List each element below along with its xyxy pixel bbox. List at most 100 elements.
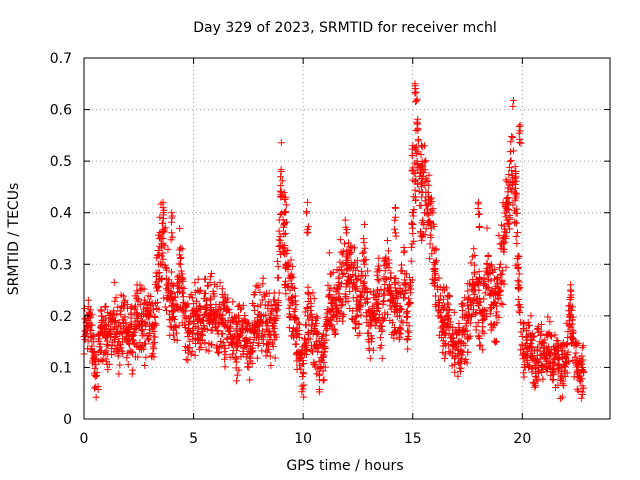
data-point: [362, 256, 370, 264]
data-point: [513, 240, 521, 248]
data-point: [511, 195, 519, 203]
data-point: [369, 346, 377, 354]
data-point: [178, 319, 186, 327]
data-point: [549, 375, 557, 383]
data-point: [405, 322, 413, 330]
data-point: [102, 347, 110, 355]
data-point: [418, 143, 426, 151]
data-point: [353, 283, 361, 291]
data-point: [159, 209, 167, 217]
data-point: [512, 219, 520, 227]
data-point: [296, 320, 304, 328]
data-point: [375, 310, 383, 318]
data-point: [300, 370, 308, 378]
data-point: [531, 383, 539, 391]
data-point: [168, 229, 176, 237]
data-point: [371, 322, 379, 330]
data-point: [313, 314, 321, 322]
data-point: [549, 376, 557, 384]
data-point: [511, 174, 519, 182]
data-point: [512, 189, 520, 197]
data-point: [437, 292, 445, 300]
data-point: [382, 276, 390, 284]
data-point: [497, 279, 505, 287]
data-point: [146, 310, 154, 318]
data-point: [300, 381, 308, 389]
data-point: [302, 339, 310, 347]
data-point: [445, 305, 453, 313]
data-point: [155, 305, 163, 313]
data-point: [125, 335, 133, 343]
data-point: [454, 359, 462, 367]
data-point: [111, 317, 119, 325]
data-point: [418, 183, 426, 191]
data-point: [284, 265, 292, 273]
data-point: [171, 323, 179, 331]
data-point: [408, 219, 416, 227]
data-point: [90, 333, 98, 341]
data-point: [111, 297, 119, 305]
data-point: [102, 355, 110, 363]
data-point: [567, 333, 575, 341]
data-point: [154, 298, 162, 306]
data-point: [274, 306, 282, 314]
data-point: [180, 285, 188, 293]
data-point: [523, 332, 531, 340]
data-point: [296, 361, 304, 369]
data-point: [284, 283, 292, 291]
data-point: [172, 322, 180, 330]
data-point: [278, 177, 286, 185]
data-point: [384, 310, 392, 318]
data-point: [346, 287, 354, 295]
x-tick-label: 10: [294, 431, 312, 447]
data-point: [498, 270, 506, 278]
data-point: [194, 275, 202, 283]
data-point: [137, 327, 145, 335]
data-point: [424, 211, 432, 219]
data-point: [364, 267, 372, 275]
data-point: [493, 319, 501, 327]
data-point: [271, 354, 279, 362]
data-point: [168, 290, 176, 298]
data-point: [514, 276, 522, 284]
data-point: [564, 328, 572, 336]
data-point: [417, 168, 425, 176]
data-point: [418, 164, 426, 172]
data-point: [127, 314, 135, 322]
data-point: [176, 224, 184, 232]
data-point: [161, 303, 169, 311]
data-point: [558, 342, 566, 350]
data-point: [524, 318, 532, 326]
data-point: [151, 312, 159, 320]
data-point: [171, 293, 179, 301]
data-point: [277, 173, 285, 181]
data-point: [432, 257, 440, 265]
data-point: [219, 330, 227, 338]
data-point: [409, 212, 417, 220]
data-point: [380, 291, 388, 299]
data-point: [431, 264, 439, 272]
data-point: [327, 316, 335, 324]
data-point: [282, 277, 290, 285]
data-point: [302, 343, 310, 351]
data-point: [266, 316, 274, 324]
data-point: [491, 299, 499, 307]
data-point: [234, 339, 242, 347]
data-point: [95, 330, 103, 338]
data-point: [375, 254, 383, 262]
data-point: [445, 314, 453, 322]
data-point: [280, 230, 288, 238]
data-point: [576, 354, 584, 362]
data-point: [360, 239, 368, 247]
x-tick-label: 20: [513, 431, 531, 447]
data-point: [314, 348, 322, 356]
data-point: [492, 312, 500, 320]
tick-labels: 0 0.1 0.2 0.3 0.4 0.5 0.6 0.7 0 5 10 15 20: [50, 51, 532, 447]
data-point: [343, 256, 351, 264]
x-tick-label: 15: [404, 431, 422, 447]
data-point: [519, 324, 527, 332]
data-point: [207, 270, 215, 278]
data-point: [523, 348, 531, 356]
data-point: [128, 348, 136, 356]
y-tick-label: 0.6: [50, 103, 72, 119]
